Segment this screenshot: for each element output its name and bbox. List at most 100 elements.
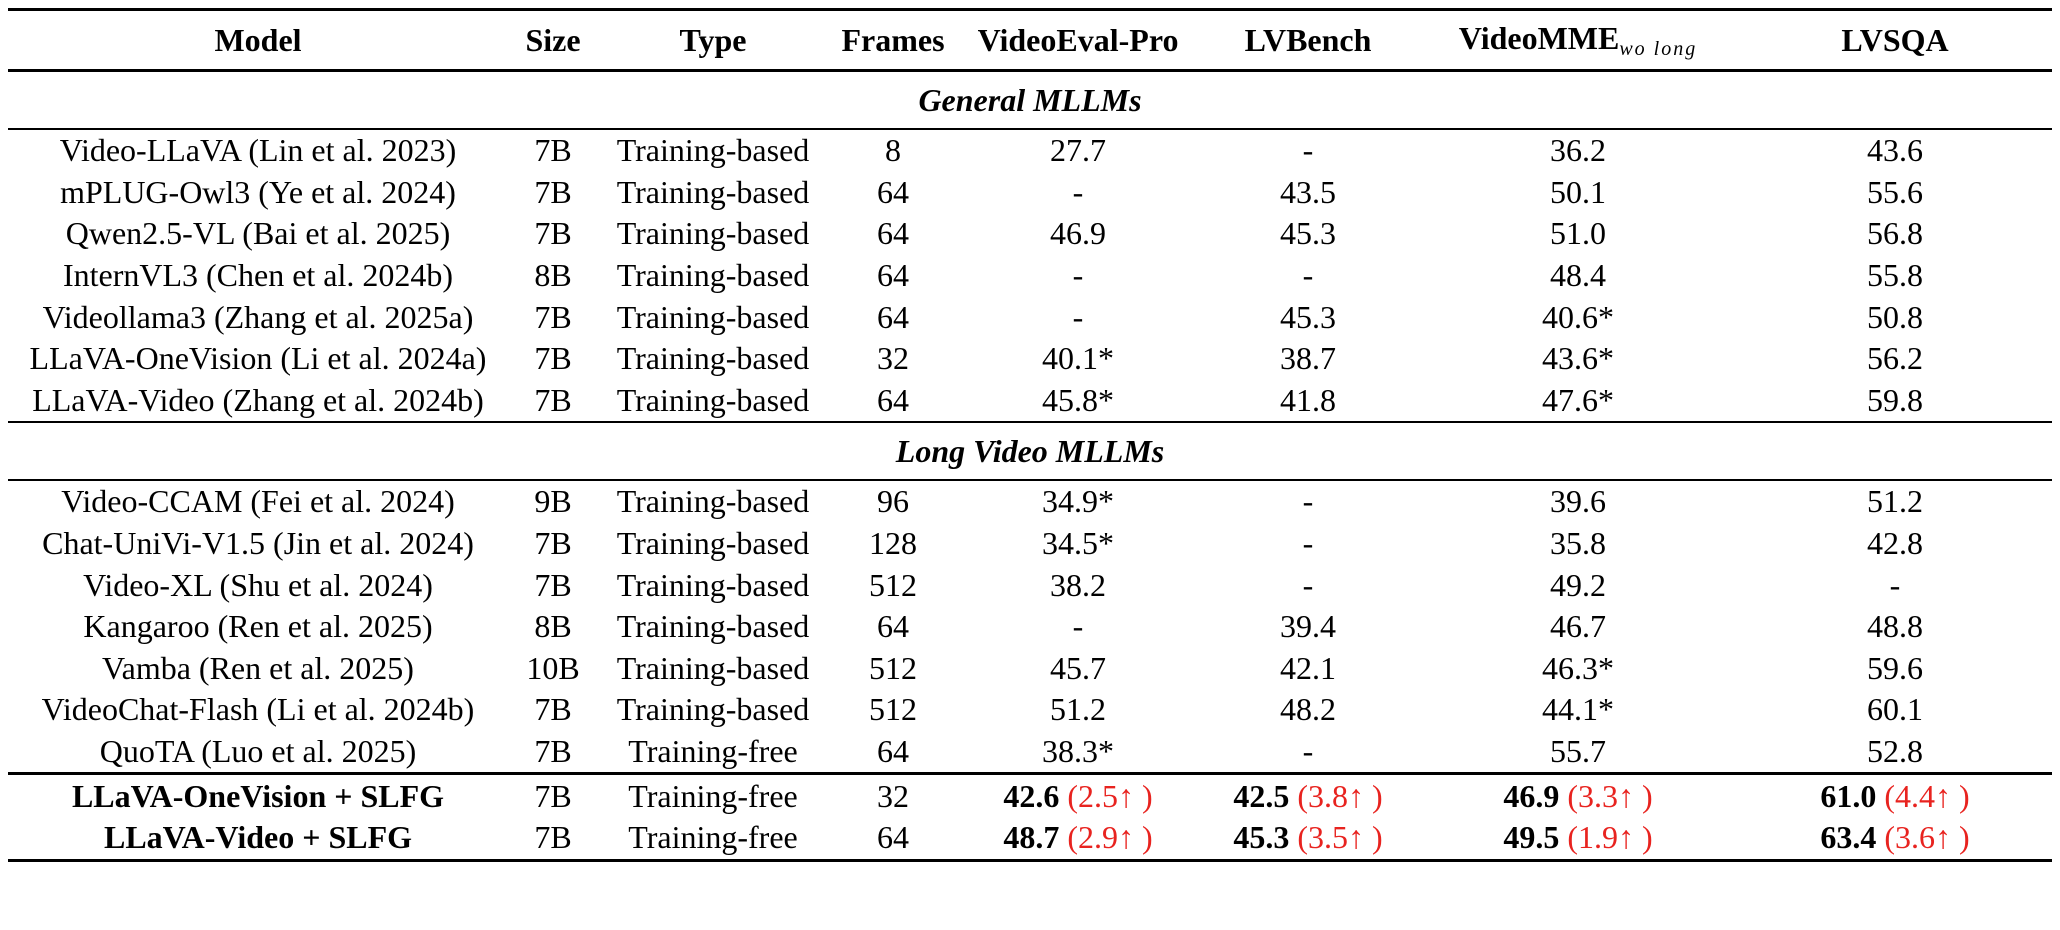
cell-size: 7B — [534, 215, 572, 252]
cell-frames: 32 — [877, 340, 909, 377]
cell-lvsqa: 55.8 — [1867, 257, 1923, 294]
cell-videoeval: 40.1* — [1042, 340, 1114, 377]
table-row: LLaVA-OneVision (Li et al. 2024a) 7B Train… — [8, 338, 2052, 380]
cell-lvbench: 38.7 — [1280, 340, 1336, 377]
header-row: Model Size Type Frames VideoEval-Pro LVB… — [8, 9, 2052, 71]
cell-lvbench: - — [1302, 525, 1314, 562]
cell-videomme: 49.5 (1.9↑ ) — [1418, 817, 1738, 860]
cell-value: 49.5 — [1503, 819, 1560, 856]
cell-lvsqa: 56.2 — [1867, 340, 1923, 377]
cell-lvbench: 42.1 — [1280, 649, 1336, 686]
cell-lvsqa: 59.6 — [1867, 649, 1923, 686]
cell-frames: 64 — [877, 215, 909, 252]
improvement-badge: (3.8↑ ) — [1297, 777, 1383, 814]
cell-size: 10B — [526, 649, 580, 686]
cell-type: Training-based — [616, 649, 810, 686]
cell-videomme: 51.0 — [1550, 215, 1606, 252]
header-lvbench: LVBench — [1244, 21, 1372, 58]
cell-videomme: 44.1* — [1542, 691, 1614, 728]
cell-lvsqa: 43.6 — [1867, 132, 1923, 169]
table-row: Chat-UniVi-V1.5 (Jin et al. 2024) 7B Train… — [8, 523, 2052, 565]
cell-frames: 64 — [877, 608, 909, 645]
cell-lvsqa: 56.8 — [1867, 215, 1923, 252]
improvement-badge: (2.5↑ ) — [1067, 777, 1153, 814]
section-title-long: Long Video MLLMs — [895, 432, 1165, 469]
cell-type: Training-free — [628, 733, 798, 770]
cell-videoeval: 51.2 — [1050, 691, 1106, 728]
section-row-general: General MLLMs — [8, 70, 2052, 130]
cell-frames: 64 — [877, 257, 909, 294]
cell-frames: 96 — [877, 483, 909, 520]
cell-videoeval: - — [1072, 257, 1084, 294]
cell-lvbench: - — [1302, 257, 1314, 294]
cell-videoeval: 34.9* — [1042, 483, 1114, 520]
improvement-badge: (3.6↑ ) — [1884, 819, 1970, 856]
header-model: Model — [214, 21, 302, 58]
cell-lvbench: 43.5 — [1280, 173, 1336, 210]
cell-type: Training-free — [628, 777, 798, 814]
cell-lvbench: 39.4 — [1280, 608, 1336, 645]
improvement-badge: (1.9↑ ) — [1567, 819, 1653, 856]
cell-model: mPLUG-Owl3 (Ye et al. 2024) — [60, 173, 456, 210]
cell-type: Training-based — [616, 608, 810, 645]
cell-videomme: 43.6* — [1542, 340, 1614, 377]
cell-lvsqa: 48.8 — [1867, 608, 1923, 645]
cell-videomme: 48.4 — [1550, 257, 1606, 294]
table-row: Video-CCAM (Fei et al. 2024) 9B Training-b… — [8, 480, 2052, 523]
cell-videomme: 55.7 — [1550, 733, 1606, 770]
cell-value: 63.4 — [1820, 819, 1877, 856]
cell-type: Training-based — [616, 215, 810, 252]
cell-videomme: 46.9 (3.3↑ ) — [1418, 774, 1738, 817]
cell-frames: 8 — [885, 132, 901, 169]
cell-videomme: 36.2 — [1550, 132, 1606, 169]
cell-model: LLaVA-Video (Zhang et al. 2024b) — [32, 381, 484, 418]
cell-value: 42.6 — [1003, 777, 1060, 814]
cell-model: Video-LLaVA (Lin et al. 2023) — [59, 132, 457, 169]
table-row: Qwen2.5-VL (Bai et al. 2025) 7B Training-b… — [8, 213, 2052, 255]
cell-type: Training-based — [616, 340, 810, 377]
table-row: Video-XL (Shu et al. 2024) 7B Training-bas… — [8, 564, 2052, 606]
cell-lvsqa: 50.8 — [1867, 298, 1923, 335]
cell-videoeval: 46.9 — [1050, 215, 1106, 252]
cell-size: 8B — [534, 257, 572, 294]
cell-videoeval: 34.5* — [1042, 525, 1114, 562]
cell-type: Training-based — [616, 525, 810, 562]
cell-frames: 64 — [877, 173, 909, 210]
cell-size: 7B — [534, 691, 572, 728]
header-videomme-label: VideoMME — [1458, 19, 1620, 56]
cell-model: VideoChat-Flash (Li et al. 2024b) — [41, 691, 475, 728]
cell-value: 46.9 — [1503, 777, 1560, 814]
cell-lvsqa: 60.1 — [1867, 691, 1923, 728]
table-row: LLaVA-Video (Zhang et al. 2024b) 7B Traini… — [8, 380, 2052, 423]
cell-lvbench: 45.3 — [1280, 298, 1336, 335]
cell-frames: 64 — [877, 381, 909, 418]
cell-size: 7B — [534, 340, 572, 377]
cell-lvbench: 41.8 — [1280, 381, 1336, 418]
cell-lvsqa: - — [1889, 566, 1901, 603]
cell-size: 7B — [534, 777, 572, 814]
section-row-long: Long Video MLLMs — [8, 422, 2052, 480]
table-row: Vamba (Ren et al. 2025) 10B Training-based… — [8, 648, 2052, 690]
header-videomme-subscript: wo long — [1619, 37, 1698, 60]
cell-frames: 64 — [877, 819, 909, 856]
table-row: Video-LLaVA (Lin et al. 2023) 7B Training-… — [8, 129, 2052, 172]
cell-size: 7B — [534, 132, 572, 169]
cell-frames: 32 — [877, 777, 909, 814]
table-row: mPLUG-Owl3 (Ye et al. 2024) 7B Training-ba… — [8, 172, 2052, 214]
cell-frames: 512 — [869, 691, 917, 728]
cell-frames: 128 — [869, 525, 917, 562]
cell-model: Qwen2.5-VL (Bai et al. 2025) — [65, 215, 451, 252]
header-lvsqa: LVSQA — [1841, 21, 1949, 58]
cell-videoeval: 42.6 (2.5↑ ) — [958, 774, 1198, 817]
cell-model: LLaVA-Video + SLFG — [103, 819, 413, 856]
cell-lvsqa: 61.0 (4.4↑ ) — [1738, 774, 2052, 817]
results-table: Model Size Type Frames VideoEval-Pro LVB… — [8, 8, 2052, 862]
header-size: Size — [525, 21, 581, 58]
cell-videomme: 50.1 — [1550, 173, 1606, 210]
cell-frames: 64 — [877, 298, 909, 335]
improvement-badge: (3.5↑ ) — [1297, 819, 1383, 856]
cell-model: Video-XL (Shu et al. 2024) — [83, 566, 433, 603]
cell-videoeval: 48.7 (2.9↑ ) — [958, 817, 1198, 860]
cell-value: 61.0 — [1820, 777, 1877, 814]
cell-size: 9B — [534, 483, 572, 520]
